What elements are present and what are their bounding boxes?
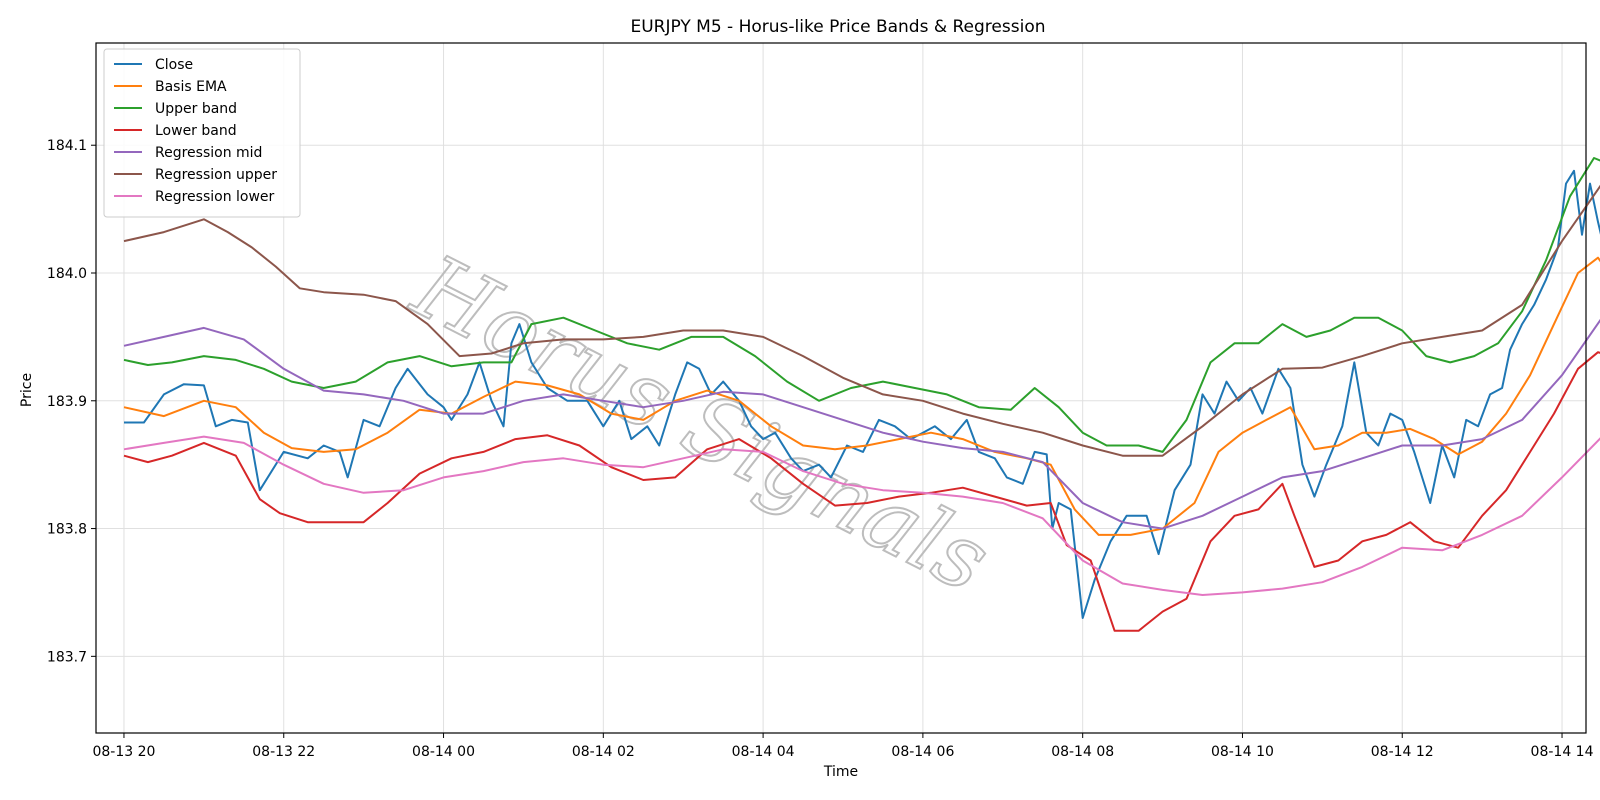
y-tick-label: 183.7 [47,649,87,665]
x-tick-label: 08-14 14 [1531,744,1594,760]
legend-entry: Regression upper [155,167,277,183]
legend-entry: Regression lower [155,189,275,205]
legend-entry: Close [155,57,193,73]
x-tick-label: 08-13 20 [92,744,155,760]
plot-frame [95,42,1587,734]
x-axis-label: Time [823,764,858,780]
x-tick-label: 08-14 06 [891,744,954,760]
x-tick-label: 08-14 00 [412,744,475,760]
x-axis: 08-13 20 08-13 22 08-14 00 08-14 02 08-14 04… [92,733,1594,760]
legend-entry: Regression mid [155,145,262,161]
legend-box [103,48,301,218]
x-tick-label: 08-13 22 [252,744,315,760]
y-tick-label: 183.9 [47,394,87,410]
legend-entry: Lower band [155,123,237,139]
legend: Close Basis EMA Upper band Lower band Regres… [103,48,301,218]
legend-entry: Basis EMA [155,79,227,95]
series-line-basis-ema [123,256,1600,536]
grid-lines [96,43,1586,733]
y-tick-label: 184.0 [47,266,87,282]
x-tick-label: 08-14 12 [1371,744,1434,760]
y-axis: 183.7 183.8 183.9 184.0 184.1 [47,138,96,665]
x-tick-label: 08-14 02 [572,744,635,760]
y-tick-label: 183.8 [47,522,87,538]
series-line-regression-mid [123,318,1600,530]
chart-title: EURJPY M5 - Horus-like Price Bands & Reg… [630,17,1045,37]
x-tick-label: 08-14 08 [1051,744,1114,760]
series-lines [123,157,1600,632]
x-tick-label: 08-14 04 [732,744,795,760]
y-tick-label: 184.1 [47,138,87,154]
series-line-regression-lower [123,435,1600,596]
legend-entry: Upper band [155,101,237,117]
x-tick-label: 08-14 10 [1211,744,1274,760]
y-axis-label: Price [19,373,35,407]
series-line-upper-band [123,157,1600,453]
series-line-regression-upper [123,184,1600,457]
series-line-lower-band [123,351,1600,632]
